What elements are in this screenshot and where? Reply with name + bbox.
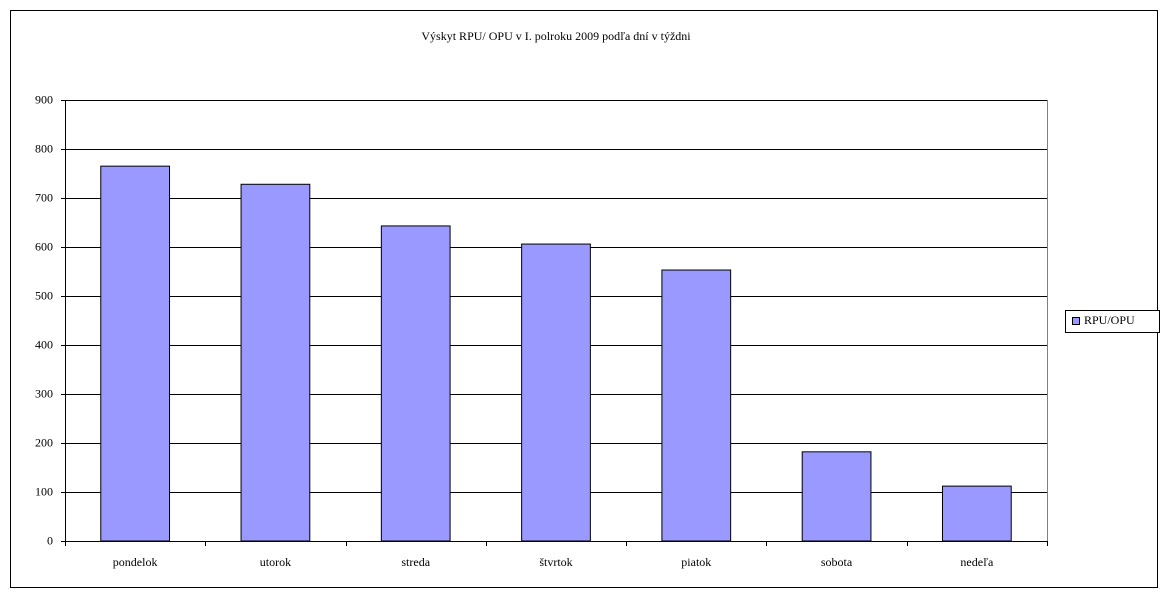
x-tick-label: piatok (681, 555, 711, 569)
y-tick-label: 600 (35, 239, 53, 253)
bar (521, 243, 591, 542)
x-tick-label: štvrtok (539, 555, 572, 569)
bar (941, 485, 1012, 542)
y-tick-label: 300 (35, 386, 53, 400)
x-tick-label: utorok (260, 555, 291, 569)
bar (240, 183, 311, 542)
y-tick-label: 500 (35, 288, 53, 302)
y-tick-label: 900 (35, 92, 53, 106)
x-tick-label: sobota (821, 555, 853, 569)
x-tick-label: nedeľa (960, 555, 994, 569)
y-tick-label: 0 (47, 533, 53, 547)
y-tick-label: 800 (35, 141, 53, 155)
y-tick-label: 400 (35, 337, 53, 351)
legend-box (1065, 310, 1160, 333)
y-tick-label: 200 (35, 435, 53, 449)
bar (100, 165, 171, 542)
chart-title: Výskyt RPU/ OPU v I. polroku 2009 podľa … (421, 29, 691, 43)
bar (661, 269, 732, 542)
bar (380, 225, 451, 542)
x-tick-label: streda (401, 555, 430, 569)
y-tick-label: 700 (35, 190, 53, 204)
y-tick-label: 100 (35, 484, 53, 498)
legend-marker (1072, 317, 1080, 325)
legend-label: RPU/OPU (1084, 313, 1135, 327)
bar (801, 451, 872, 542)
x-tick-label: pondelok (113, 555, 158, 569)
